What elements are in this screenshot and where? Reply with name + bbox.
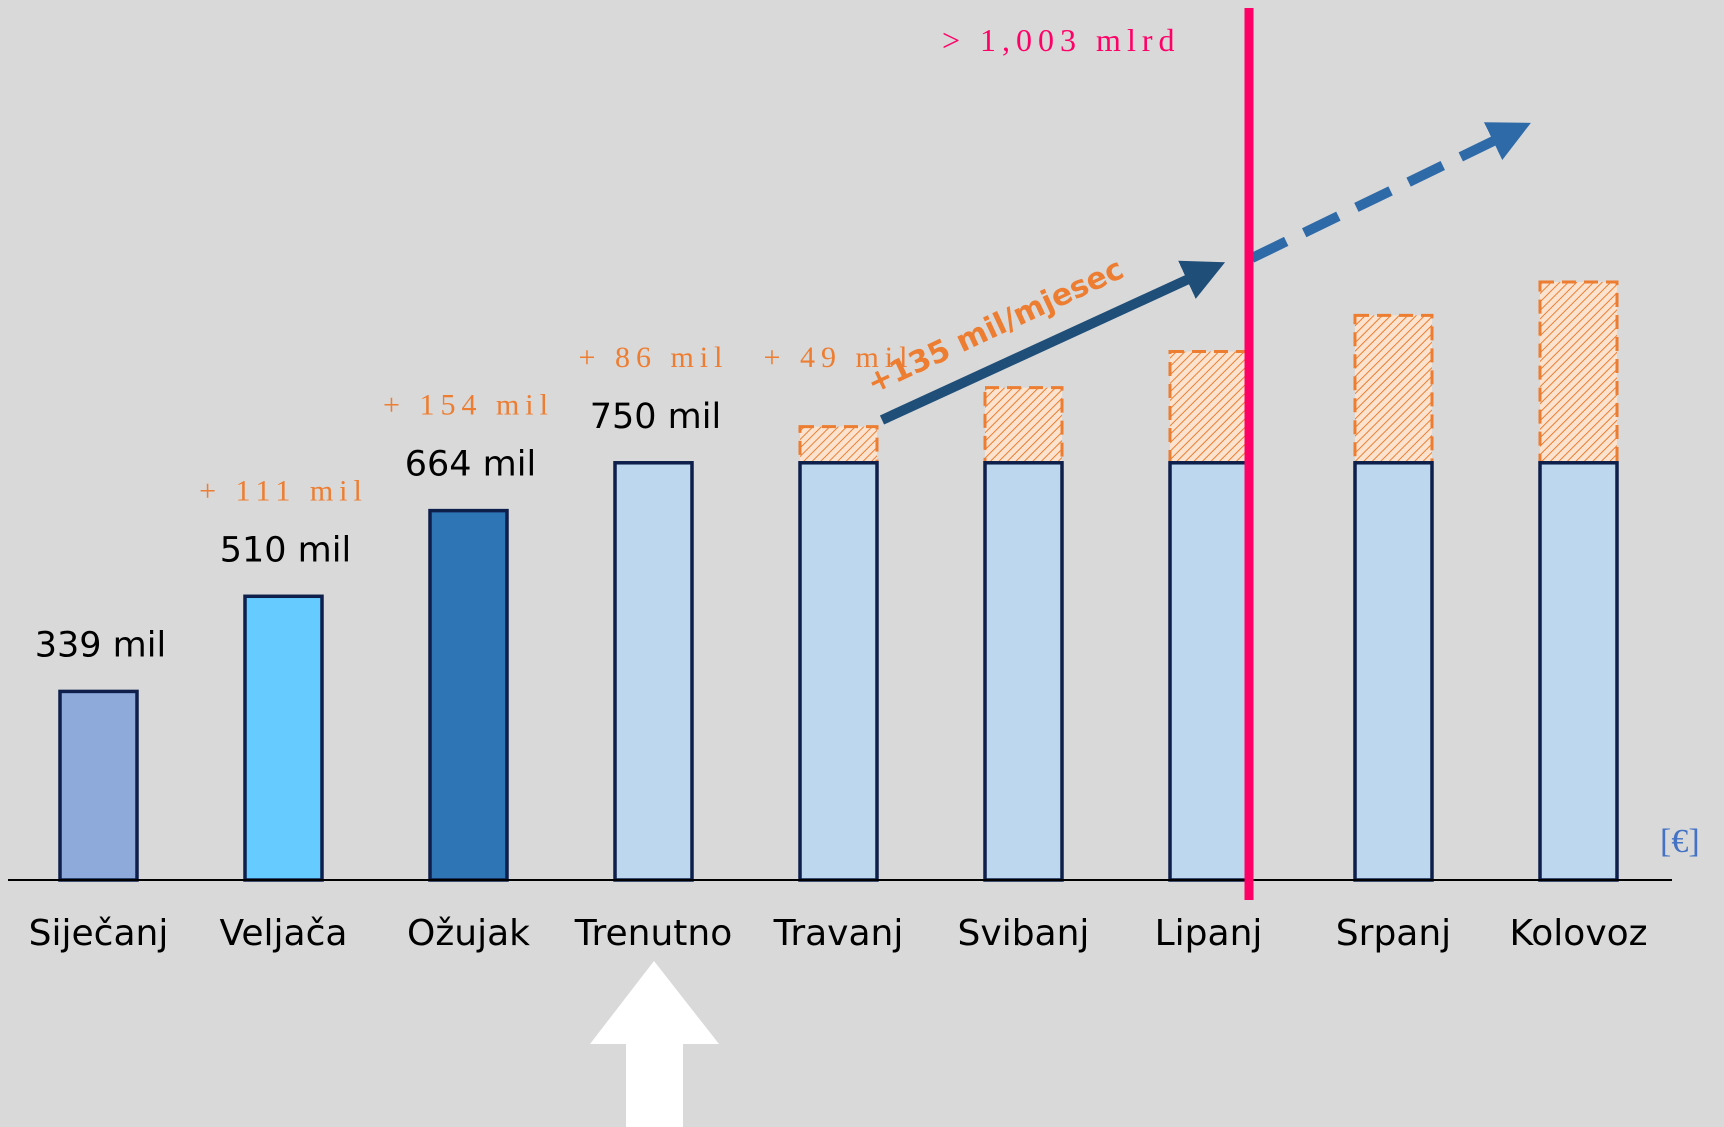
bar-veljaca: [243, 594, 324, 882]
projection-bar-lipanj: [1168, 350, 1249, 465]
category-label-sijecanj: Siječanj: [29, 913, 169, 954]
projection-bar-srpanj: [1353, 313, 1434, 465]
category-label-svibanj: Svibanj: [958, 913, 1090, 954]
category-label-veljaca: Veljača: [220, 913, 348, 954]
category-label-ozujak: Ožujak: [407, 913, 530, 954]
delta-label-travanj: + 49 mil: [764, 341, 914, 374]
delta-label-veljaca: + 111 mil: [199, 474, 368, 507]
current-marker-arrow: [590, 961, 719, 1127]
bar-srpanj: [1353, 461, 1434, 882]
bar-trenutno: [613, 461, 694, 882]
bar-ozujak: [428, 508, 509, 882]
threshold-label: > 1,003 mlrd: [942, 22, 1180, 58]
projection-bar-svibanj: [983, 386, 1064, 465]
projection-bar-kolovoz: [1538, 280, 1619, 465]
trend-arrow-dashed: [1249, 122, 1531, 263]
delta-label-ozujak: + 154 mil: [383, 389, 554, 422]
bar-sijecanj: [58, 689, 139, 882]
category-label-travanj: Travanj: [773, 913, 904, 954]
bar-layer: [58, 461, 1619, 882]
category-label-kolovoz: Kolovoz: [1509, 913, 1647, 954]
trend-arrow-solid: [879, 260, 1226, 425]
value-label-veljaca: 510 mil: [220, 530, 351, 570]
bar-lipanj: [1168, 461, 1249, 882]
category-label-srpanj: Srpanj: [1336, 913, 1451, 954]
bar-svibanj: [983, 461, 1064, 882]
projection-bar-travanj: [798, 425, 879, 465]
bar-travanj: [798, 461, 879, 882]
category-label-lipanj: Lipanj: [1155, 913, 1263, 954]
label-layer: Siječanj 339 mil Veljača 510 mil Ožujak 664 m…: [29, 341, 1648, 954]
category-label-trenutno: Trenutno: [574, 913, 732, 954]
delta-label-trenutno: + 86 mil: [579, 341, 729, 374]
value-label-sijecanj: 339 mil: [35, 625, 166, 665]
value-label-trenutno: 750 mil: [590, 397, 721, 437]
value-label-ozujak: 664 mil: [405, 445, 536, 485]
bar-kolovoz: [1538, 461, 1619, 882]
unit-label: [€]: [1660, 823, 1700, 860]
